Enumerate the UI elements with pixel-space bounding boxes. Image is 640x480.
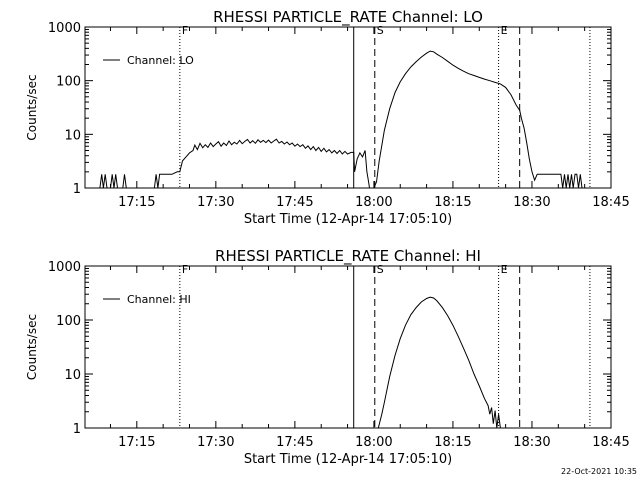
chart0-x-tick-label: 17:30: [197, 195, 234, 210]
chart1-y-tick-label: 1000: [48, 260, 81, 275]
chart0-y-axis-label: Counts/sec: [25, 74, 39, 140]
chart1-marker-label: E: [501, 263, 508, 276]
chart0-marker-label: S: [377, 24, 384, 37]
chart0-legend-label: Channel: LO: [127, 54, 194, 67]
chart-panel-hi: RHESSI PARTICLE_RATE Channel: HI 17:15 17:…: [25, 247, 630, 467]
chart0-marker-label: F: [182, 24, 188, 37]
timestamp-footer: 22-Oct-2021 10:35: [561, 467, 637, 476]
chart0-x-tick-label: 18:00: [355, 195, 392, 210]
chart1-x-tick-label: 17:30: [197, 435, 234, 450]
chart0-y-tick-label: 1: [73, 182, 81, 197]
chart0-x-tick-label: 18:30: [513, 195, 550, 210]
chart0-x-tick-label: 18:45: [592, 195, 629, 210]
chart1-marker-label: F: [182, 263, 188, 276]
chart1-x-tick-label: 18:15: [434, 435, 471, 450]
chart0-x-tick-label: 17:15: [118, 195, 155, 210]
chart1-y-axis-label: Counts/sec: [25, 314, 39, 380]
chart0-y-tick-label: 10: [64, 128, 81, 143]
chart1-y-tick-label: 1: [73, 422, 81, 437]
chart1-legend-label: Channel: HI: [127, 293, 191, 306]
chart0-y-tick-label: 1000: [48, 21, 81, 36]
chart0-x-tick-label: 17:45: [276, 195, 313, 210]
chart0-series-line: [85, 50, 611, 189]
chart1-x-tick-label: 17:45: [276, 435, 313, 450]
chart1-x-tick-label: 18:30: [513, 435, 550, 450]
chart-panel-lo: RHESSI PARTICLE_RATE Channel: LO 17:15 17:…: [25, 8, 630, 227]
chart1-marker-label: S: [377, 263, 384, 276]
chart1-series-line: [377, 296, 501, 429]
chart1-x-tick-label: 18:00: [355, 435, 392, 450]
chart0-y-tick-label: 100: [56, 75, 81, 90]
chart1-x-axis-label: Start Time (12-Apr-14 17:05:10): [244, 452, 452, 467]
chart1-y-tick-label: 100: [56, 314, 81, 329]
chart0-marker-label: E: [501, 24, 508, 37]
chart1-y-tick-label: 10: [64, 368, 81, 383]
chart0-title: RHESSI PARTICLE_RATE Channel: LO: [213, 8, 483, 27]
chart1-x-tick-label: 17:15: [118, 435, 155, 450]
chart1-x-tick-label: 18:45: [592, 435, 629, 450]
chart1-title: RHESSI PARTICLE_RATE Channel: HI: [215, 247, 481, 266]
chart0-x-axis-label: Start Time (12-Apr-14 17:05:10): [244, 212, 452, 227]
chart0-x-tick-label: 18:15: [434, 195, 471, 210]
